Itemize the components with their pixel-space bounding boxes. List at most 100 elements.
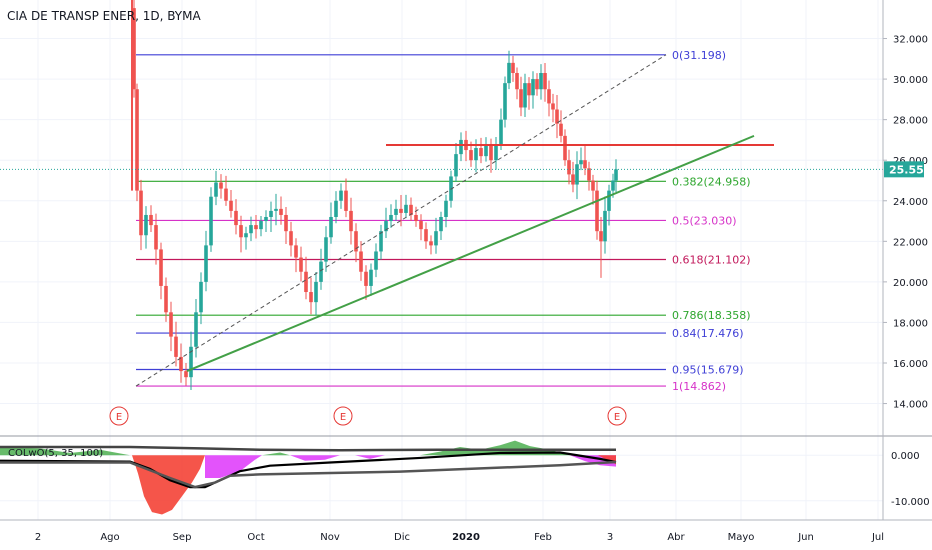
- candle-body: [374, 251, 378, 270]
- candle-body: [269, 210, 273, 217]
- fib-level-label: 0.95(15.679): [672, 364, 744, 377]
- candle-body: [454, 154, 458, 177]
- candle-body: [164, 285, 168, 313]
- indicator-label[interactable]: COLwO(5, 35, 100): [8, 448, 103, 459]
- time-tick-label: Sep: [173, 532, 192, 543]
- fib-level-label: 1(14.862): [672, 380, 726, 393]
- fib-level-label: 0.618(21.102): [672, 254, 751, 267]
- candle-body: [219, 182, 223, 189]
- candle-body: [579, 160, 583, 165]
- indicator-upper-band: [0, 445, 616, 452]
- candle-body: [484, 143, 488, 157]
- candle-body: [559, 123, 563, 136]
- chart-title: CIA DE TRANSP ENER, 1D, BYMA: [7, 9, 201, 23]
- candle-body: [284, 214, 288, 232]
- indicator-lower-band: [0, 460, 617, 489]
- fib-level-label: 0.382(24.958): [672, 175, 751, 188]
- price-tick-label: 30.000: [893, 75, 928, 86]
- time-tick-label: Ago: [100, 532, 119, 543]
- indicator-axis[interactable]: 0.000 -10.000: [891, 451, 930, 508]
- time-tick-label: Dic: [394, 532, 410, 543]
- candle-body: [489, 143, 493, 161]
- candle-body: [364, 271, 368, 286]
- candle-body: [229, 200, 233, 211]
- earnings-event-label: E: [340, 412, 346, 423]
- candle-body: [555, 109, 559, 124]
- candle-body: [384, 221, 388, 232]
- time-tick-label: Jun: [797, 532, 814, 543]
- candle-body: [299, 257, 303, 272]
- candle-body: [479, 148, 483, 157]
- candle-body: [309, 292, 313, 303]
- time-tick-label: 2020: [452, 532, 480, 543]
- candle-body: [244, 233, 248, 238]
- indicator-negative-area: [132, 455, 205, 515]
- candle-body: [399, 208, 403, 213]
- price-tick-label: 28.000: [893, 116, 928, 127]
- earnings-event-circle: [607, 406, 627, 426]
- price-tick-label: 14.000: [893, 400, 928, 411]
- candle-body: [539, 73, 543, 90]
- candle-body: [339, 190, 343, 201]
- time-axis[interactable]: 2 Ago Sep Oct Nov Dic 2020 Feb 3 Abr Mayo Jun Jul: [35, 532, 884, 543]
- candle-body: [329, 216, 333, 238]
- last-price-tag: [884, 161, 924, 178]
- candle-body: [459, 139, 463, 155]
- candle-body: [523, 83, 527, 108]
- candle-body: [369, 269, 373, 286]
- fib-level-label: 0.5(23.030): [672, 214, 737, 227]
- candle-body: [444, 200, 448, 217]
- candle-body: [515, 73, 519, 90]
- candle-body: [419, 221, 423, 230]
- price-axis[interactable]: 32.00030.00028.00026.00024.00022.00020.0…: [883, 35, 928, 411]
- candle-body: [575, 164, 579, 185]
- indicator-positive-area: [262, 452, 290, 456]
- indicator-negative-area: [355, 455, 385, 459]
- candle-body: [334, 200, 338, 217]
- candle-body: [414, 214, 418, 222]
- last-price-label: 25.550: [889, 163, 932, 176]
- price-tick-label: 18.000: [893, 318, 928, 329]
- candle-body: [214, 182, 218, 197]
- candle-body: [234, 210, 238, 226]
- candle-body: [174, 336, 178, 357]
- candle-body: [259, 221, 263, 230]
- candle-body: [304, 271, 308, 293]
- candle-body: [474, 148, 478, 161]
- candle-body: [563, 135, 567, 161]
- candle-body: [469, 150, 473, 161]
- candle-body: [189, 346, 193, 378]
- candle-body: [595, 190, 599, 232]
- candle-body: [324, 237, 328, 262]
- indicator-tick-label: -10.000: [891, 497, 930, 508]
- candle-body: [439, 216, 443, 232]
- time-tick-label: Jul: [871, 532, 884, 543]
- trend-line: [186, 134, 755, 373]
- candle-body: [344, 190, 348, 211]
- fib-diagonal: [135, 54, 667, 387]
- candle-body: [519, 89, 523, 108]
- candle-body: [149, 214, 153, 226]
- candle-body: [499, 119, 503, 144]
- candle-body: [394, 208, 398, 215]
- candle-body: [434, 231, 438, 246]
- candlestick-series: [131, 0, 618, 390]
- candle-body: [224, 188, 228, 201]
- candle-body: [279, 208, 283, 215]
- candle-body: [424, 229, 428, 242]
- price-tick-label: 16.000: [893, 359, 928, 370]
- candle-body: [264, 216, 268, 222]
- earnings-event-marker[interactable]: E: [333, 406, 353, 426]
- candle-body: [359, 251, 363, 272]
- candle-body: [551, 103, 555, 110]
- earnings-event-circle: [109, 406, 129, 426]
- candle-body: [314, 281, 318, 303]
- earnings-event-marker[interactable]: E: [109, 406, 129, 426]
- price-tick-label: 32.000: [893, 35, 928, 46]
- fib-level-label: 0.84(17.476): [672, 327, 744, 340]
- earnings-event-marker[interactable]: E: [607, 406, 627, 426]
- indicator-positive-area: [420, 440, 570, 456]
- candle-body: [294, 245, 298, 258]
